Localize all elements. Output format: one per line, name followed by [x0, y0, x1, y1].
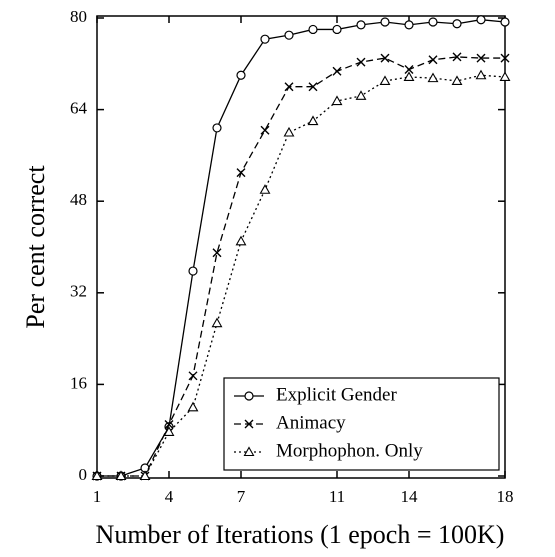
- y-tick-label: 0: [79, 465, 88, 484]
- x-tick-label: 18: [497, 487, 514, 506]
- legend-label: Morphophon. Only: [276, 440, 423, 461]
- data-point: [211, 317, 223, 328]
- data-point: [308, 82, 318, 92]
- data-point: [331, 95, 343, 106]
- data-point: [307, 115, 319, 126]
- data-point: [236, 168, 246, 178]
- data-point: [260, 125, 270, 135]
- data-point: [332, 24, 342, 35]
- legend-box: [223, 377, 500, 471]
- y-tick-label: 16: [70, 373, 87, 392]
- data-point: [500, 53, 510, 63]
- data-point: [428, 17, 438, 27]
- data-point: [187, 401, 199, 412]
- data-point: [404, 20, 414, 30]
- x-tick-label: 4: [165, 487, 174, 506]
- data-point: [115, 470, 127, 481]
- legend-label: Animacy: [276, 412, 346, 433]
- x-tick-label: 1: [93, 487, 102, 506]
- data-point: [283, 126, 295, 137]
- y-axis-label: Per cent correct: [21, 165, 50, 329]
- data-point: [284, 82, 294, 92]
- data-point: [356, 57, 366, 67]
- data-point: [236, 70, 246, 80]
- series-line: [97, 56, 505, 477]
- data-point: [428, 55, 438, 65]
- data-point: [164, 419, 174, 429]
- data-point: [355, 90, 367, 100]
- x-axis-label: Number of Iterations (1 epoch = 100K): [96, 520, 505, 549]
- y-tick-label: 32: [70, 282, 87, 301]
- legend-marker: [243, 446, 255, 457]
- data-point: [476, 53, 486, 63]
- legend-marker: [244, 419, 254, 429]
- data-point: [475, 69, 487, 80]
- data-point: [500, 17, 510, 27]
- x-tick-label: 11: [329, 487, 345, 506]
- data-point: [212, 123, 222, 133]
- data-point: [380, 53, 390, 63]
- data-point: [91, 470, 103, 481]
- y-tick-label: 80: [70, 7, 87, 26]
- data-point: [499, 71, 511, 82]
- y-tick-label: 64: [70, 99, 88, 118]
- data-point: [163, 426, 175, 436]
- data-point: [403, 71, 415, 82]
- data-point: [404, 65, 414, 75]
- data-point: [284, 30, 294, 40]
- data-point: [139, 470, 151, 481]
- legend-label: Explicit Gender: [276, 384, 397, 405]
- data-point: [452, 52, 462, 62]
- data-point: [212, 248, 222, 258]
- data-point: [452, 19, 462, 29]
- x-tick-label: 7: [237, 487, 246, 506]
- data-point: [260, 34, 270, 44]
- data-point: [188, 266, 198, 276]
- plot-frame: [96, 15, 506, 479]
- data-point: [451, 75, 463, 86]
- data-point: [380, 17, 390, 27]
- data-point: [308, 24, 318, 35]
- x-tick-label: 14: [401, 487, 419, 506]
- data-point: [332, 66, 342, 76]
- data-point: [427, 72, 439, 83]
- data-point: [235, 235, 247, 246]
- data-point: [259, 184, 271, 194]
- data-point: [476, 15, 486, 25]
- data-point: [379, 75, 391, 86]
- legend-marker: [244, 391, 254, 401]
- data-point: [188, 371, 198, 381]
- data-point: [356, 20, 366, 30]
- y-tick-label: 48: [70, 190, 87, 209]
